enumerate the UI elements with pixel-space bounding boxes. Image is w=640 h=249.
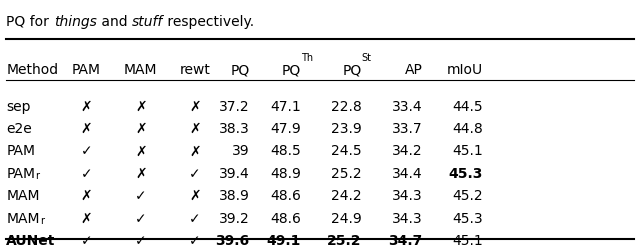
Text: ✓: ✓ bbox=[135, 234, 147, 248]
Text: 48.9: 48.9 bbox=[270, 167, 301, 181]
Text: things: things bbox=[54, 15, 97, 29]
Text: e2e: e2e bbox=[6, 122, 32, 136]
Text: r: r bbox=[40, 216, 44, 226]
Text: PAM: PAM bbox=[6, 144, 35, 158]
Text: ✗: ✗ bbox=[189, 189, 201, 203]
Text: 49.1: 49.1 bbox=[266, 234, 301, 248]
Text: 45.2: 45.2 bbox=[452, 189, 483, 203]
Text: and: and bbox=[97, 15, 132, 29]
Text: St: St bbox=[362, 54, 372, 63]
Text: 45.3: 45.3 bbox=[452, 212, 483, 226]
Text: Method: Method bbox=[6, 63, 58, 77]
Text: 38.9: 38.9 bbox=[219, 189, 250, 203]
Text: 47.9: 47.9 bbox=[270, 122, 301, 136]
Text: ✗: ✗ bbox=[135, 122, 147, 136]
Text: ✗: ✗ bbox=[81, 100, 92, 114]
Text: ✓: ✓ bbox=[81, 144, 92, 158]
Text: 24.5: 24.5 bbox=[331, 144, 362, 158]
Text: 45.1: 45.1 bbox=[452, 144, 483, 158]
Text: 33.7: 33.7 bbox=[392, 122, 422, 136]
Text: ✓: ✓ bbox=[189, 212, 201, 226]
Text: 34.2: 34.2 bbox=[392, 144, 422, 158]
Text: 34.3: 34.3 bbox=[392, 212, 422, 226]
Text: rewt: rewt bbox=[180, 63, 211, 77]
Text: 34.7: 34.7 bbox=[388, 234, 422, 248]
Text: ✗: ✗ bbox=[189, 100, 201, 114]
Text: Th: Th bbox=[301, 54, 313, 63]
Text: respectively.: respectively. bbox=[163, 15, 254, 29]
Text: 25.2: 25.2 bbox=[327, 234, 362, 248]
Text: r: r bbox=[35, 171, 40, 181]
Text: MAM: MAM bbox=[6, 189, 40, 203]
Text: 33.4: 33.4 bbox=[392, 100, 422, 114]
Text: 48.6: 48.6 bbox=[270, 189, 301, 203]
Text: 44.8: 44.8 bbox=[452, 122, 483, 136]
Text: ✗: ✗ bbox=[135, 167, 147, 181]
Text: 25.2: 25.2 bbox=[331, 167, 362, 181]
Text: 44.5: 44.5 bbox=[452, 100, 483, 114]
Text: ✗: ✗ bbox=[135, 144, 147, 158]
Text: 34.3: 34.3 bbox=[392, 189, 422, 203]
Text: stuff: stuff bbox=[132, 15, 163, 29]
Text: 24.2: 24.2 bbox=[331, 189, 362, 203]
Text: ✗: ✗ bbox=[81, 189, 92, 203]
Text: 23.9: 23.9 bbox=[331, 122, 362, 136]
Text: 48.6: 48.6 bbox=[270, 212, 301, 226]
Text: 45.3: 45.3 bbox=[449, 167, 483, 181]
Text: MAM: MAM bbox=[124, 63, 157, 77]
Text: PAM: PAM bbox=[72, 63, 101, 77]
Text: AP: AP bbox=[404, 63, 422, 77]
Text: 45.1: 45.1 bbox=[452, 234, 483, 248]
Text: ✗: ✗ bbox=[189, 122, 201, 136]
Text: ✓: ✓ bbox=[135, 212, 147, 226]
Text: ✗: ✗ bbox=[189, 144, 201, 158]
Text: ✗: ✗ bbox=[81, 122, 92, 136]
Text: ✓: ✓ bbox=[135, 189, 147, 203]
Text: PQ: PQ bbox=[230, 63, 250, 77]
Text: mIoU: mIoU bbox=[447, 63, 483, 77]
Text: PQ: PQ bbox=[342, 63, 362, 77]
Text: 22.8: 22.8 bbox=[331, 100, 362, 114]
Text: 48.5: 48.5 bbox=[270, 144, 301, 158]
Text: PQ for: PQ for bbox=[6, 15, 54, 29]
Text: 34.4: 34.4 bbox=[392, 167, 422, 181]
Text: 37.2: 37.2 bbox=[219, 100, 250, 114]
Text: 39.6: 39.6 bbox=[216, 234, 250, 248]
Text: ✓: ✓ bbox=[189, 234, 201, 248]
Text: ✓: ✓ bbox=[81, 167, 92, 181]
Text: MAM: MAM bbox=[6, 212, 40, 226]
Text: sep: sep bbox=[6, 100, 31, 114]
Text: ✗: ✗ bbox=[81, 212, 92, 226]
Text: 38.3: 38.3 bbox=[219, 122, 250, 136]
Text: 39: 39 bbox=[232, 144, 250, 158]
Text: 24.9: 24.9 bbox=[331, 212, 362, 226]
Text: 47.1: 47.1 bbox=[270, 100, 301, 114]
Text: 39.4: 39.4 bbox=[219, 167, 250, 181]
Text: ✗: ✗ bbox=[135, 100, 147, 114]
Text: PAM: PAM bbox=[6, 167, 35, 181]
Text: PQ: PQ bbox=[282, 63, 301, 77]
Text: ✓: ✓ bbox=[189, 167, 201, 181]
Text: AUNet: AUNet bbox=[6, 234, 56, 248]
Text: 39.2: 39.2 bbox=[219, 212, 250, 226]
Text: ✓: ✓ bbox=[81, 234, 92, 248]
